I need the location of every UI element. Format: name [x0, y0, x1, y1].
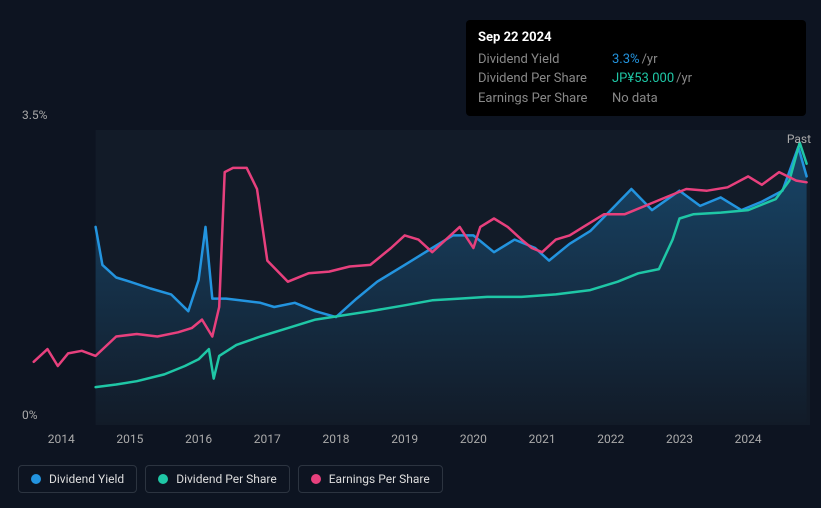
- tooltip-row: Earnings Per ShareNo data: [478, 89, 794, 109]
- tooltip-date: Sep 22 2024: [478, 28, 794, 48]
- x-axis-tick: 2021: [529, 432, 556, 446]
- tooltip-value: 3.3%: [612, 50, 640, 70]
- y-axis-max-label: 3.5%: [22, 108, 47, 122]
- x-axis-tick: 2016: [185, 432, 212, 446]
- legend-dot-icon: [158, 474, 168, 484]
- legend-label: Dividend Yield: [49, 472, 124, 486]
- legend-item-earnings_per_share[interactable]: Earnings Per Share: [298, 465, 443, 493]
- tooltip-suffix: /yr: [676, 69, 692, 89]
- tooltip-suffix: /yr: [642, 50, 658, 70]
- tooltip-value: No data: [612, 89, 658, 109]
- x-axis-tick: 2020: [460, 432, 487, 446]
- data-tooltip: Sep 22 2024 Dividend Yield3.3%/yrDividen…: [466, 20, 806, 116]
- x-axis-tick: 2017: [254, 432, 281, 446]
- tooltip-row: Dividend Per ShareJP¥53.000/yr: [478, 69, 794, 89]
- legend-dot-icon: [311, 474, 321, 484]
- x-axis-tick: 2014: [48, 432, 75, 446]
- x-axis: 2014 2015 2016 2017 2018 2019 2020 2021 2022 2023…: [20, 432, 810, 452]
- legend-item-dividend_per_share[interactable]: Dividend Per Share: [145, 465, 290, 493]
- chart-plot-area: [20, 130, 810, 425]
- legend-item-dividend_yield[interactable]: Dividend Yield: [18, 465, 137, 493]
- legend-dot-icon: [31, 474, 41, 484]
- x-axis-tick: 2024: [735, 432, 762, 446]
- x-axis-tick: 2018: [323, 432, 350, 446]
- x-axis-tick: 2019: [391, 432, 418, 446]
- legend-label: Earnings Per Share: [329, 472, 430, 486]
- tooltip-label: Earnings Per Share: [478, 89, 608, 109]
- tooltip-value: JP¥53.000: [612, 69, 674, 89]
- x-axis-tick: 2023: [666, 432, 693, 446]
- x-axis-tick: 2015: [116, 432, 143, 446]
- x-axis-tick: 2022: [597, 432, 624, 446]
- tooltip-label: Dividend Per Share: [478, 69, 608, 89]
- legend-label: Dividend Per Share: [176, 472, 277, 486]
- line-chart: [20, 130, 810, 425]
- past-label: Past: [787, 132, 811, 146]
- chart-legend: Dividend Yield Dividend Per Share Earnings…: [18, 465, 443, 493]
- tooltip-label: Dividend Yield: [478, 50, 608, 70]
- tooltip-row: Dividend Yield3.3%/yr: [478, 50, 794, 70]
